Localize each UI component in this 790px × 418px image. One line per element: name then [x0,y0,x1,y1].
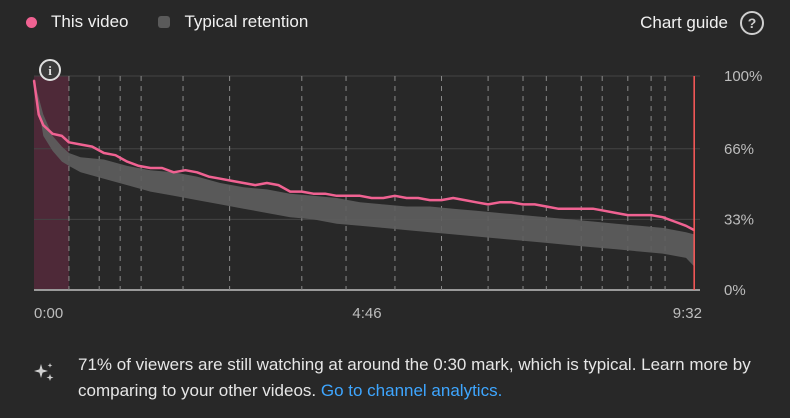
this-video-point [685,225,687,227]
this-video-point [207,175,210,178]
this-video-point [475,201,478,204]
legend-typical-retention[interactable]: Typical retention [158,12,308,32]
help-icon: ? [740,11,764,35]
this-video-point [137,165,140,167]
this-video-point [394,195,396,197]
this-video-point [545,205,548,208]
this-video-point [79,143,82,146]
this-video-point [231,180,233,182]
this-video-point [557,207,559,210]
chart-legend: This video Typical retention [26,12,338,32]
x-tick-label: 4:46 [352,305,381,322]
this-video-point [312,192,315,195]
this-video-series [32,80,695,232]
x-axis: 0:00 4:46 9:32 [34,305,702,322]
y-tick-label: 100% [724,68,762,85]
x-tick-label: 9:32 [673,305,702,322]
chart-guide-button[interactable]: Chart guide ? [640,11,764,35]
this-video-point [382,197,385,199]
typical-retention-swatch [158,16,171,28]
insight-text: 71% of viewers are still watching at aro… [78,352,758,404]
chart-grid [34,75,700,291]
this-video-point [324,192,326,195]
this-video-point [370,197,373,199]
y-axis: 100% 66% 33% 0% [724,68,762,299]
this-video-point [580,207,583,210]
this-video-point [522,203,524,206]
channel-analytics-link[interactable]: Go to channel analytics. [320,381,503,400]
retention-chart[interactable]: 100% 66% 33% 0% 0:00 4:46 9:32 i [0,0,790,340]
sparkle-icon [34,363,54,381]
this-video-point [359,195,361,197]
this-video-line [32,79,695,232]
this-video-point [452,197,454,199]
y-tick-label: 66% [724,141,754,158]
this-video-point [627,214,629,216]
typical-retention-band [34,80,695,267]
this-video-point [184,169,187,171]
legend-this-video[interactable]: This video [26,12,128,32]
this-video-point [533,203,536,206]
this-video-point [405,197,408,199]
this-video-point [347,195,350,197]
this-video-point [242,182,245,184]
legend-this-video-label: This video [51,12,129,31]
this-video-point [289,190,291,193]
this-video-point [68,141,70,144]
this-video-point [277,184,280,186]
this-video-point [650,214,652,216]
this-video-point [103,152,105,154]
this-video-point [615,212,617,214]
this-video-point [592,207,594,210]
this-video-point [149,167,152,169]
info-button[interactable]: i [39,59,61,81]
this-video-point [254,184,257,186]
this-video-point [510,201,513,204]
insight-message: 71% of viewers are still watching at aro… [78,355,751,400]
this-video-point [51,132,54,135]
this-video-point [126,160,128,163]
this-video-point [114,154,117,156]
chart-guide-label: Chart guide [640,13,728,32]
this-video-point [33,79,35,82]
this-video-point [638,214,641,216]
this-video-point [335,195,338,197]
insight-box: 71% of viewers are still watching at aro… [32,352,758,404]
this-video-point [417,197,420,199]
this-video-swatch [26,16,37,28]
this-video-point [196,171,198,174]
typical-retention-area [34,80,695,267]
this-video-point [661,216,664,219]
this-video-point [673,220,676,223]
this-video-point [498,201,501,204]
info-icon [39,59,61,81]
this-video-point [161,167,163,169]
this-video-point [487,203,489,206]
this-video-point [266,182,268,184]
legend-typical-label: Typical retention [184,12,309,31]
this-video-point [219,177,222,180]
this-video-point [440,199,443,201]
x-tick-label: 0:00 [34,305,63,322]
y-tick-label: 33% [724,211,754,228]
y-tick-label: 0% [724,282,746,299]
this-video-point [603,210,606,212]
this-video-point [172,171,175,174]
this-video-point [300,190,303,193]
this-video-point [464,199,466,201]
this-video-point [37,113,40,116]
info-icon-glyph: i [48,63,52,78]
this-video-point [568,207,571,210]
this-video-point [61,135,63,137]
this-video-point [429,199,431,201]
this-video-point [42,124,45,127]
this-video-point [91,145,94,148]
